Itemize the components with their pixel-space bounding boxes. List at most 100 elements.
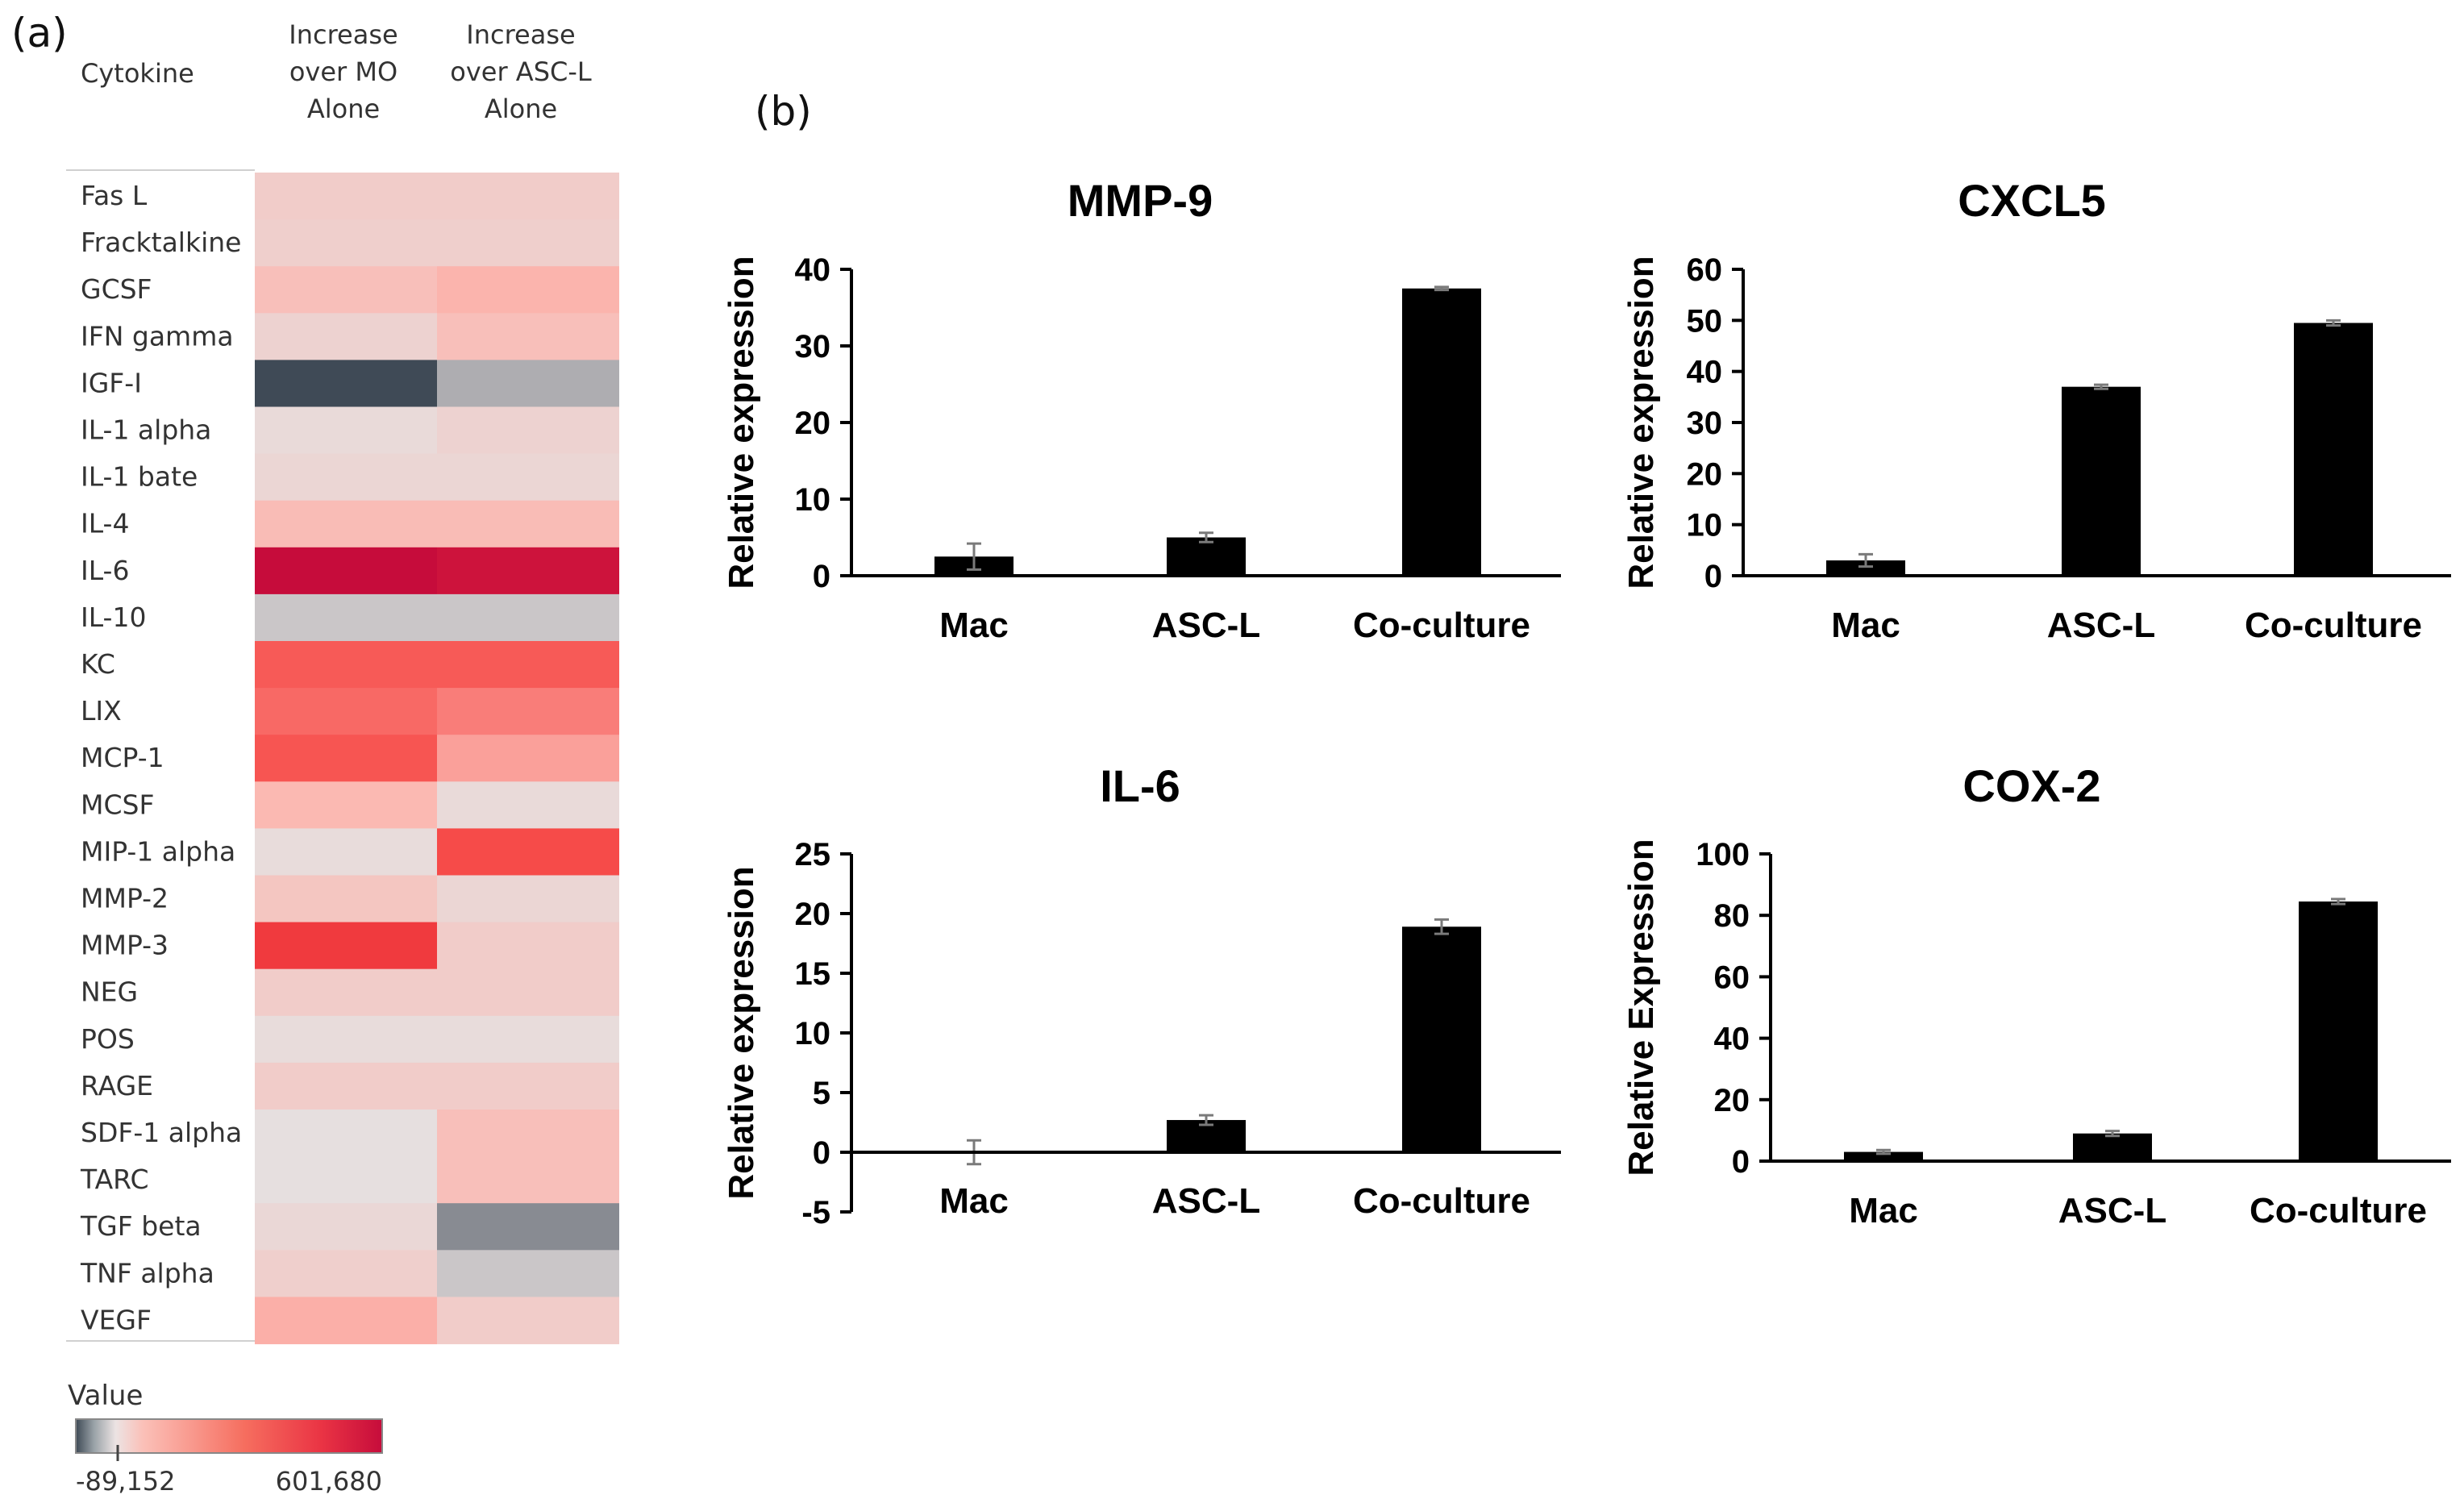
heatmap-row-label-tgf-beta: TGF beta — [80, 1210, 202, 1242]
category-label-cox-2-co-culture: Co-culture — [2250, 1191, 2427, 1230]
y-tick-label-il-6: -5 — [801, 1195, 830, 1230]
heatmap-column-header-mo: Increase over MO Alone — [289, 19, 397, 124]
heatmap-cell-lix-mo — [255, 688, 437, 735]
heatmap-cell-fracktalkine-mo — [255, 219, 437, 267]
bar-cxcl5-co-culture — [2294, 323, 2373, 576]
heatmap-cells — [255, 173, 619, 1345]
category-label-mmp-9-mac: Mac — [939, 606, 1009, 645]
y-axis-label-cxcl5: Relative expression — [1621, 256, 1661, 589]
y-tick-label-cxcl5: 0 — [1704, 559, 1722, 594]
error-bar-cxcl5-mac — [1858, 552, 1873, 568]
error-bar-cxcl5-co-culture — [2326, 319, 2341, 327]
y-tick-label-cxcl5: 30 — [1687, 406, 1723, 441]
heatmap-cell-igf-i-ascl — [437, 360, 619, 408]
heatmap-row-label-il-6: IL-6 — [81, 555, 129, 586]
heatmap-row-label-il-1-alpha: IL-1 alpha — [81, 414, 211, 446]
heatmap-cell-il-10-mo — [255, 593, 437, 642]
heatmap-cell-mcp-1-ascl — [437, 735, 619, 782]
category-label-cxcl5-co-culture: Co-culture — [2245, 606, 2422, 645]
legend-max-label: 601,680 — [276, 1466, 382, 1497]
heatmap-cell-fas-l-mo — [255, 173, 437, 220]
y-tick-label-il-6: 15 — [795, 956, 831, 992]
heatmap-cell-il-4-ascl — [437, 500, 619, 548]
heatmap-cell-il-10-ascl — [437, 593, 619, 642]
heatmap-cell-tnf-alpha-ascl — [437, 1250, 619, 1297]
heatmap-row-label-mmp-2: MMP-2 — [81, 883, 169, 914]
heatmap-cell-il-6-mo — [255, 547, 437, 595]
y-tick-label-cox-2: 20 — [1714, 1083, 1750, 1118]
category-label-cxcl5-mac: Mac — [1831, 606, 1900, 645]
y-tick-label-il-6: 10 — [795, 1016, 831, 1051]
y-tick-label-mmp-9: 0 — [813, 559, 830, 594]
y-axis-label-il-6: Relative expression — [722, 866, 761, 1199]
heatmap-cell-kc-mo — [255, 641, 437, 689]
category-label-mmp-9-asc-l: ASC-L — [1152, 606, 1260, 645]
bar-mmp-9-co-culture — [1402, 288, 1481, 576]
heatmap-row-label-ifn-gamma: IFN gamma — [81, 320, 234, 352]
heatmap-row-label-fracktalkine: Fracktalkine — [81, 227, 241, 258]
heatmap-cell-lix-ascl — [437, 688, 619, 735]
heatmap-cell-mip-1-alpha-mo — [255, 828, 437, 876]
bar-cxcl5-asc-l — [2062, 386, 2141, 576]
bar-cox-2-asc-l — [2073, 1133, 2152, 1161]
heatmap-cell-tarc-ascl — [437, 1156, 619, 1204]
heatmap-cell-il-6-ascl — [437, 547, 619, 595]
heatmap-row-header: Cytokine — [81, 58, 194, 89]
heatmap-cell-il-4-mo — [255, 500, 437, 548]
y-tick-label-il-6: 20 — [795, 897, 831, 932]
heatmap-cell-igf-i-mo — [255, 360, 437, 408]
heatmap-cell-mmp-3-ascl — [437, 922, 619, 970]
heatmap-row-labels: Fas L Fracktalkine GCSF IFN gamma IGF-I IL-1 … — [80, 180, 242, 1335]
chart-title-mmp-9: MMP-9 — [1068, 175, 1213, 226]
heatmap-legend: Value -89,152 601,680 — [68, 1380, 383, 1497]
legend-min-label: -89,152 — [76, 1466, 176, 1497]
category-label-cxcl5-asc-l: ASC-L — [2047, 606, 2155, 645]
error-bar-mmp-9-mac — [967, 542, 981, 571]
heatmap-cell-mcsf-ascl — [437, 781, 619, 829]
heatmap-cell-tgf-beta-mo — [255, 1203, 437, 1251]
heatmap-row-label-il-4: IL-4 — [81, 508, 129, 539]
heatmap-row-label-mcsf: MCSF — [81, 789, 154, 820]
heatmap-cell-rage-mo — [255, 1062, 437, 1110]
heatmap-cell-il-1-bate-ascl — [437, 453, 619, 502]
category-label-il-6-co-culture: Co-culture — [1353, 1181, 1530, 1221]
error-bar-cox-2-asc-l — [2105, 1130, 2120, 1138]
heatmap-cell-mmp-2-mo — [255, 875, 437, 923]
error-bar-mmp-9-co-culture — [1434, 285, 1449, 292]
heatmap-cell-ifn-gamma-mo — [255, 313, 437, 360]
heatmap-row-label-fas-l: Fas L — [81, 180, 148, 211]
error-bar-il-6-asc-l — [1199, 1114, 1213, 1126]
bar-chart-il-6: IL-6 Relative expression -5 0 5 10 15 20 25 Mac AS… — [722, 760, 1561, 1230]
category-label-il-6-mac: Mac — [939, 1181, 1009, 1221]
category-label-mmp-9-co-culture: Co-culture — [1353, 606, 1530, 645]
y-tick-label-il-6: 0 — [813, 1135, 830, 1171]
heatmap-cell-il-1-alpha-mo — [255, 406, 437, 455]
chart-title-cxcl5: CXCL5 — [1958, 175, 2106, 226]
chart-title-cox-2: COX-2 — [1962, 760, 2100, 811]
chart-title-il-6: IL-6 — [1100, 760, 1180, 811]
category-label-cox-2-mac: Mac — [1849, 1191, 1918, 1230]
y-tick-label-cxcl5: 50 — [1687, 303, 1723, 339]
heatmap-cell-il-1-bate-mo — [255, 453, 437, 502]
heatmap-row-label-neg: NEG — [81, 976, 138, 1008]
y-tick-label-cox-2: 80 — [1714, 898, 1750, 934]
heatmap-row-label-kc: KC — [81, 648, 115, 680]
heatmap-row-label-pos: POS — [81, 1023, 135, 1055]
heatmap-cell-vegf-mo — [255, 1297, 437, 1345]
y-tick-label-cox-2: 60 — [1714, 960, 1750, 995]
heatmap-cell-mmp-3-mo — [255, 922, 437, 970]
bar-mmp-9-asc-l — [1167, 537, 1246, 576]
heatmap-cell-neg-ascl — [437, 968, 619, 1017]
error-bar-il-6-co-culture — [1434, 918, 1449, 935]
legend-color-bar — [75, 1418, 383, 1454]
heatmap-cell-tgf-beta-ascl — [437, 1203, 619, 1251]
bar-cox-2-mac — [1844, 1151, 1923, 1161]
heatmap-row-label-il-1-bate: IL-1 bate — [81, 461, 198, 493]
bar-il-6-co-culture — [1402, 926, 1481, 1152]
y-tick-label-il-6: 25 — [795, 837, 831, 872]
y-tick-label-il-6: 5 — [813, 1076, 830, 1111]
heatmap-row-label-tarc: TARC — [80, 1164, 149, 1195]
heatmap-cell-fracktalkine-ascl — [437, 219, 619, 267]
y-tick-label-cox-2: 40 — [1714, 1022, 1750, 1057]
